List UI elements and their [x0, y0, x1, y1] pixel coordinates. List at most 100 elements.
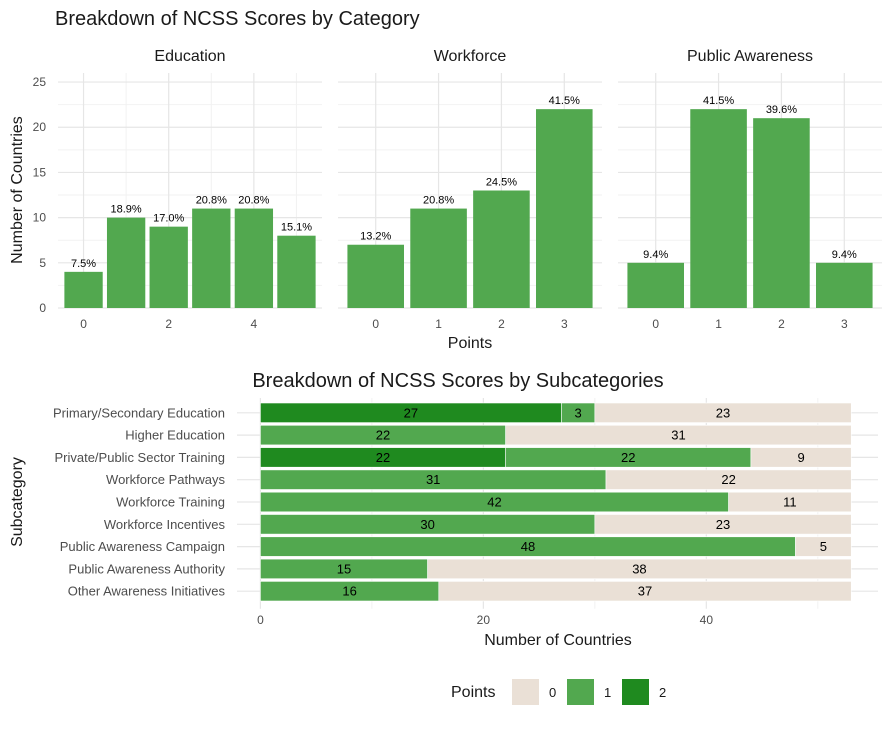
x-tick-label: 0 — [372, 317, 379, 331]
data-label: 24.5% — [486, 177, 517, 189]
segment-label: 30 — [420, 517, 434, 532]
y-tick-label: 5 — [39, 256, 46, 270]
y-tick-label: 0 — [39, 301, 46, 315]
x-tick-label: 3 — [561, 317, 568, 331]
bar — [234, 208, 274, 308]
legend-label: 2 — [659, 685, 666, 700]
y-axis-label: Subcategory — [9, 457, 26, 547]
segment-label: 15 — [337, 561, 351, 576]
stacked-bar-segment — [728, 491, 852, 513]
facet-label: Workforce — [434, 48, 507, 65]
segment-label: 22 — [721, 472, 735, 487]
data-label: 15.1% — [281, 222, 312, 234]
facet-label: Education — [154, 48, 225, 65]
segment-label: 22 — [621, 450, 635, 465]
segment-label: 37 — [638, 584, 652, 599]
bar — [64, 271, 103, 308]
segment-label: 23 — [716, 405, 730, 420]
x-tick-label: 1 — [435, 317, 442, 331]
segment-label: 31 — [671, 428, 685, 443]
x-axis-label: Points — [448, 335, 492, 352]
segment-label: 42 — [487, 495, 501, 510]
y-tick-label: 15 — [33, 165, 47, 179]
data-label: 20.8% — [196, 195, 227, 207]
legend-title: Points — [451, 684, 495, 701]
x-tick-label: 20 — [477, 613, 491, 627]
bar — [536, 109, 593, 309]
legend-swatch — [567, 679, 594, 705]
data-label: 20.8% — [238, 195, 269, 207]
stacked-bar-segment — [605, 469, 852, 490]
segment-label: 48 — [521, 539, 535, 554]
data-label: 18.9% — [111, 204, 142, 216]
segment-label: 27 — [404, 405, 418, 420]
y-tick-label: Workforce Pathways — [106, 472, 225, 487]
x-tick-label: 40 — [700, 613, 714, 627]
y-tick-label: Higher Education — [125, 428, 225, 443]
y-tick-label: Private/Public Sector Training — [54, 450, 225, 465]
x-tick-label: 4 — [251, 317, 258, 331]
stacked-bar-segment — [795, 536, 852, 557]
data-label: 13.2% — [360, 231, 391, 243]
y-tick-label: Other Awareness Initiatives — [68, 584, 226, 599]
stacked-bar-segment — [505, 424, 852, 446]
segment-label: 9 — [797, 450, 804, 465]
bar — [192, 208, 231, 308]
stacked-bar-segment — [750, 447, 852, 468]
x-tick-label: 0 — [652, 317, 659, 331]
y-tick-label: 25 — [33, 75, 47, 89]
segment-label: 22 — [376, 428, 390, 443]
data-label: 17.0% — [153, 213, 184, 225]
data-label: 39.6% — [766, 104, 797, 116]
bar — [690, 109, 747, 309]
data-label: 9.4% — [643, 249, 668, 261]
bar — [473, 190, 530, 308]
data-label: 41.5% — [703, 95, 734, 107]
x-tick-label: 1 — [715, 317, 722, 331]
x-axis-label: Number of Countries — [484, 632, 632, 649]
segment-label: 16 — [342, 584, 356, 599]
x-tick-label: 0 — [80, 317, 87, 331]
bar — [106, 217, 146, 308]
facet-label: Public Awareness — [687, 48, 813, 65]
segment-label: 22 — [376, 450, 390, 465]
legend-label: 0 — [549, 685, 556, 700]
y-tick-label: 10 — [33, 211, 47, 225]
x-tick-label: 2 — [165, 317, 172, 331]
bar — [816, 262, 873, 308]
y-tick-label: Public Awareness Authority — [68, 561, 225, 576]
bar — [347, 244, 404, 308]
data-label: 41.5% — [549, 95, 580, 107]
y-axis-label: Number of Countries — [9, 116, 26, 264]
x-tick-label: 2 — [778, 317, 785, 331]
legend-label: 1 — [604, 685, 611, 700]
y-tick-label: Public Awareness Campaign — [60, 539, 225, 554]
x-tick-label: 2 — [498, 317, 505, 331]
bar — [410, 208, 467, 308]
data-label: 7.5% — [71, 258, 96, 270]
chart-title: Breakdown of NCSS Scores by Subcategorie… — [252, 370, 663, 392]
stacked-bar-segment — [594, 402, 852, 423]
x-tick-label: 0 — [257, 613, 264, 627]
stacked-bar-segment — [438, 581, 852, 602]
segment-label: 11 — [783, 495, 797, 510]
y-tick-label: Workforce Incentives — [104, 517, 226, 532]
stacked-bar-segment — [427, 558, 852, 579]
bar — [753, 118, 810, 308]
stacked-bar-segment — [594, 514, 852, 535]
legend-swatch — [512, 679, 539, 705]
y-tick-label: Workforce Training — [116, 495, 225, 510]
y-tick-label: 20 — [33, 120, 47, 134]
segment-label: 31 — [426, 472, 440, 487]
data-label: 20.8% — [423, 195, 454, 207]
bar — [277, 235, 316, 308]
segment-label: 23 — [716, 517, 730, 532]
segment-label: 5 — [820, 539, 827, 554]
y-tick-label: Primary/Secondary Education — [53, 405, 225, 420]
chart-title: Breakdown of NCSS Scores by Category — [55, 8, 420, 30]
x-tick-label: 3 — [841, 317, 848, 331]
data-label: 9.4% — [832, 249, 857, 261]
bar — [627, 262, 684, 308]
